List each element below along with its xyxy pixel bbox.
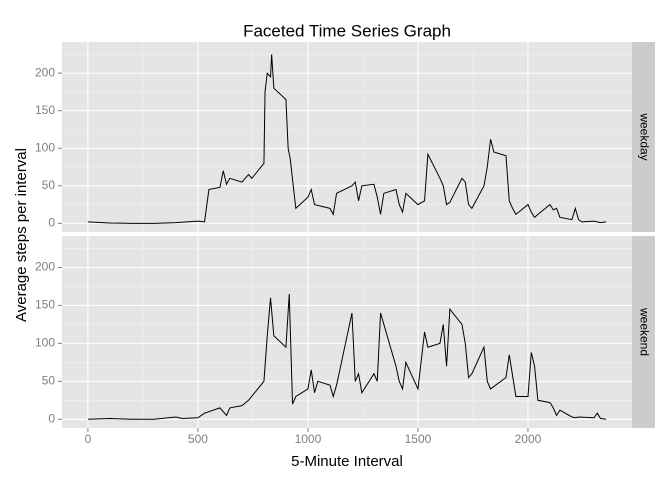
- y-tick-label: 0: [48, 216, 55, 230]
- line: [87, 54, 607, 224]
- x-tick-label: 0: [85, 432, 92, 446]
- y-tick-label: 200: [35, 65, 55, 79]
- x-tick-label: 2000: [515, 432, 542, 446]
- strip-label: weekday: [637, 112, 651, 160]
- x-tick-label: 1500: [405, 432, 432, 446]
- strip: [632, 42, 655, 232]
- y-tick-label: 150: [35, 103, 55, 117]
- y-tick-label: 100: [35, 140, 55, 154]
- x-tick-label: 500: [188, 432, 208, 446]
- strip: [632, 236, 655, 428]
- y-tick-label: 50: [42, 373, 56, 387]
- y-tick-label: 50: [42, 178, 56, 192]
- y-tick-label: 0: [48, 411, 55, 425]
- x-axis-label: 5-Minute Interval: [291, 453, 403, 470]
- x-tick-label: 1000: [295, 432, 322, 446]
- y-tick-label: 200: [35, 260, 55, 274]
- panel-background: [62, 42, 632, 232]
- y-tick-label: 150: [35, 298, 55, 312]
- y-axis-label: Average steps per interval: [13, 148, 30, 322]
- strip-label: weekend: [637, 307, 651, 356]
- y-tick-label: 100: [35, 336, 55, 350]
- panel-background: [62, 236, 632, 428]
- chart-title: Faceted Time Series Graph: [243, 21, 451, 40]
- line: [87, 294, 607, 420]
